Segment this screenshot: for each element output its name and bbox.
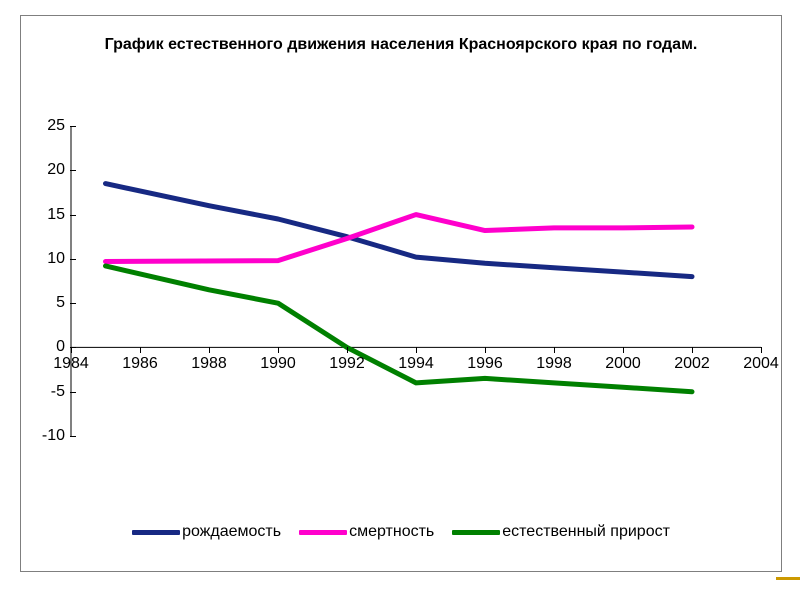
y-tick-label: -5	[51, 383, 65, 401]
x-tick-label: 1988	[191, 355, 227, 373]
x-tick-mark	[416, 347, 417, 353]
x-tick-label: 2000	[605, 355, 641, 373]
y-tick-label: 20	[47, 161, 65, 179]
legend-item-death: смертность	[299, 523, 434, 541]
x-tick-mark	[623, 347, 624, 353]
x-tick-label: 1986	[122, 355, 158, 373]
decoration-underline	[776, 577, 800, 580]
y-tick-mark	[70, 303, 76, 304]
legend-swatch	[132, 530, 180, 535]
legend-swatch	[299, 530, 347, 535]
x-tick-label: 2004	[743, 355, 779, 373]
y-tick-label: 10	[47, 250, 65, 268]
x-tick-mark	[347, 347, 348, 353]
y-tick-mark	[70, 126, 76, 127]
x-tick-label: 1994	[398, 355, 434, 373]
legend-label: смертность	[349, 523, 434, 541]
legend: рождаемость смертность естественный прирос…	[21, 523, 781, 541]
y-tick-mark	[70, 436, 76, 437]
legend-item-birth: рождаемость	[132, 523, 281, 541]
legend-label: рождаемость	[182, 523, 281, 541]
y-tick-label: 25	[47, 117, 65, 135]
chart-frame: График естественного движения населения …	[20, 15, 782, 572]
x-tick-mark	[140, 347, 141, 353]
x-tick-label: 1990	[260, 355, 296, 373]
x-tick-label: 1996	[467, 355, 503, 373]
x-tick-mark	[554, 347, 555, 353]
x-tick-mark	[761, 347, 762, 353]
y-tick-label: 5	[56, 294, 65, 312]
x-tick-mark	[209, 347, 210, 353]
chart-title: График естественного движения населения …	[21, 36, 781, 54]
x-tick-label: 2002	[674, 355, 710, 373]
y-tick-mark	[70, 170, 76, 171]
legend-swatch	[452, 530, 500, 535]
y-tick-label: 15	[47, 206, 65, 224]
x-tick-mark	[485, 347, 486, 353]
y-tick-label: -10	[42, 427, 65, 445]
y-tick-mark	[70, 259, 76, 260]
legend-item-growth: естественный прирост	[452, 523, 670, 541]
data-lines	[71, 126, 761, 436]
y-tick-label: 0	[56, 338, 65, 356]
x-tick-label: 1998	[536, 355, 572, 373]
legend-label: естественный прирост	[502, 523, 670, 541]
x-tick-label: 1992	[329, 355, 365, 373]
y-tick-mark	[70, 215, 76, 216]
x-tick-mark	[692, 347, 693, 353]
plot-area: -10-505101520251984198619881990199219941…	[71, 126, 761, 436]
y-tick-mark	[70, 392, 76, 393]
x-tick-mark	[71, 347, 72, 353]
x-tick-mark	[278, 347, 279, 353]
x-tick-label: 1984	[53, 355, 89, 373]
